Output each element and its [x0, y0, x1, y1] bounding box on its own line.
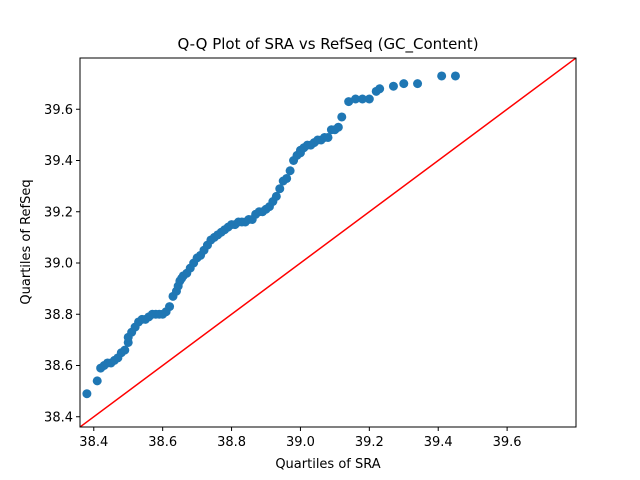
x-tick-label: 38.6 [148, 435, 177, 450]
data-point [323, 132, 333, 142]
data-point [450, 71, 460, 81]
data-point [364, 94, 374, 104]
data-point [282, 173, 292, 183]
data-point [375, 84, 385, 94]
data-points [82, 71, 460, 399]
data-point [351, 94, 361, 104]
data-point [275, 184, 285, 194]
data-point [388, 81, 398, 91]
data-point [344, 97, 354, 107]
y-tick-label: 38.4 [44, 410, 73, 425]
y-tick-label: 39.6 [44, 103, 73, 118]
x-axis: 38.4 38.6 38.8 39.0 39.2 39.4 39.6 [79, 427, 522, 450]
data-point [437, 71, 447, 81]
data-point [357, 94, 367, 104]
y-axis-title: Quartiles of RefSeq [19, 179, 34, 304]
y-tick-label: 38.6 [44, 359, 73, 374]
x-tick-label: 39.2 [355, 435, 384, 450]
data-point [333, 122, 343, 132]
y-tick-label: 39.0 [44, 257, 73, 272]
x-tick-label: 38.8 [217, 435, 246, 450]
y-tick-label: 38.8 [44, 308, 73, 323]
data-point [271, 191, 281, 201]
y-tick-label: 39.2 [44, 205, 73, 220]
data-point [285, 166, 295, 176]
y-axis: 38.4 38.6 38.8 39.0 39.2 39.4 39.6 [44, 103, 80, 425]
data-point [399, 79, 409, 89]
plot-frame [79, 57, 577, 428]
data-point [120, 345, 130, 355]
x-tick-label: 39.6 [493, 435, 522, 450]
data-point [413, 79, 423, 89]
y-tick-label: 39.4 [44, 154, 73, 169]
x-tick-label: 39.4 [424, 435, 453, 450]
x-axis-title: Quartiles of SRA [275, 457, 380, 472]
data-point [165, 302, 175, 312]
chart-title: Q-Q Plot of SRA vs RefSeq (GC_Content) [177, 35, 478, 54]
data-point [92, 376, 102, 386]
reference-line [80, 58, 576, 427]
x-tick-label: 38.4 [79, 435, 108, 450]
data-point [82, 389, 92, 399]
x-tick-label: 39.0 [286, 435, 315, 450]
data-point [337, 112, 347, 122]
plot-area [80, 58, 576, 427]
